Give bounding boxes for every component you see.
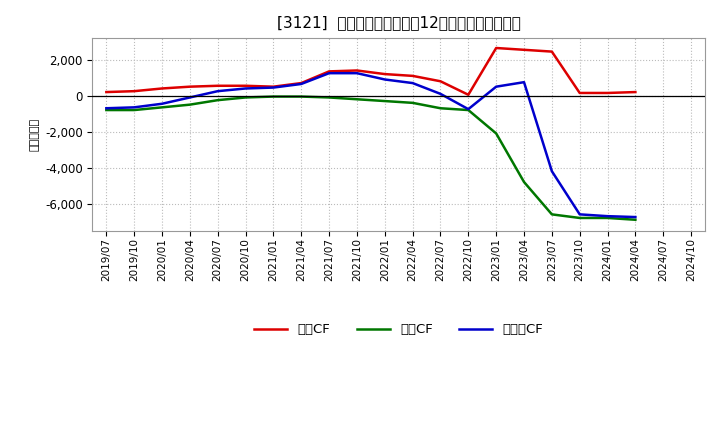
営業CF xyxy=(186,84,194,89)
フリーCF xyxy=(297,81,305,87)
投資CF xyxy=(297,94,305,99)
フリーCF xyxy=(241,86,250,91)
フリーCF xyxy=(213,88,222,94)
投資CF xyxy=(213,98,222,103)
営業CF xyxy=(492,45,500,51)
投資CF xyxy=(102,107,111,113)
営業CF xyxy=(325,69,333,74)
投資CF xyxy=(269,94,278,99)
フリーCF xyxy=(353,70,361,76)
投資CF xyxy=(408,100,417,106)
営業CF xyxy=(464,92,472,97)
フリーCF xyxy=(631,214,639,220)
フリーCF xyxy=(186,95,194,100)
投資CF xyxy=(241,95,250,100)
Line: フリーCF: フリーCF xyxy=(107,73,635,217)
営業CF xyxy=(408,73,417,78)
営業CF xyxy=(603,90,612,95)
営業CF xyxy=(631,89,639,95)
フリーCF xyxy=(130,105,138,110)
営業CF xyxy=(158,86,166,91)
営業CF xyxy=(547,49,556,54)
営業CF xyxy=(436,79,445,84)
フリーCF xyxy=(325,70,333,76)
投資CF xyxy=(520,180,528,185)
営業CF xyxy=(520,47,528,52)
営業CF xyxy=(575,90,584,95)
フリーCF xyxy=(158,101,166,106)
営業CF xyxy=(241,83,250,88)
投資CF xyxy=(631,217,639,222)
営業CF xyxy=(353,68,361,73)
フリーCF xyxy=(408,81,417,86)
Y-axis label: （百万円）: （百万円） xyxy=(30,118,40,151)
フリーCF xyxy=(269,85,278,90)
営業CF xyxy=(297,81,305,86)
Line: 営業CF: 営業CF xyxy=(107,48,635,95)
投資CF xyxy=(436,106,445,111)
フリーCF xyxy=(102,106,111,111)
営業CF xyxy=(102,89,111,95)
フリーCF xyxy=(520,80,528,85)
投資CF xyxy=(492,131,500,136)
投資CF xyxy=(547,212,556,217)
投資CF xyxy=(353,97,361,102)
フリーCF xyxy=(603,213,612,219)
営業CF xyxy=(380,71,389,77)
Line: 投資CF: 投資CF xyxy=(107,96,635,220)
投資CF xyxy=(325,95,333,100)
営業CF xyxy=(130,88,138,94)
投資CF xyxy=(575,215,584,220)
フリーCF xyxy=(575,212,584,217)
投資CF xyxy=(186,102,194,107)
投資CF xyxy=(380,99,389,104)
投資CF xyxy=(158,105,166,110)
営業CF xyxy=(269,84,278,89)
投資CF xyxy=(464,107,472,113)
投資CF xyxy=(603,215,612,220)
フリーCF xyxy=(547,169,556,174)
Title: [3121]  キャッシュフローの12か月移動合計の推移: [3121] キャッシュフローの12か月移動合計の推移 xyxy=(276,15,521,30)
フリーCF xyxy=(380,77,389,82)
フリーCF xyxy=(464,106,472,112)
フリーCF xyxy=(436,91,445,96)
投資CF xyxy=(130,107,138,113)
営業CF xyxy=(213,83,222,88)
Legend: 営業CF, 投資CF, フリーCF: 営業CF, 投資CF, フリーCF xyxy=(248,318,549,341)
フリーCF xyxy=(492,84,500,89)
